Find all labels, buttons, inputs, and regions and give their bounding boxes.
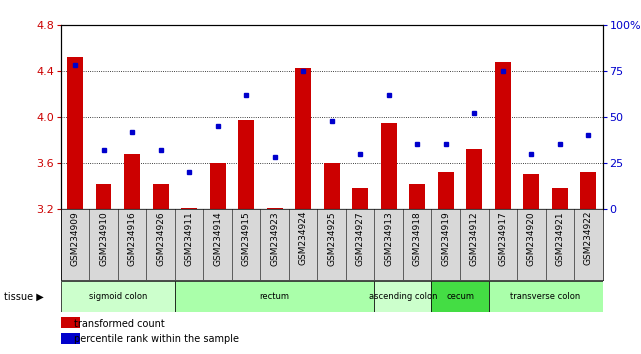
Text: GSM234918: GSM234918: [413, 211, 422, 266]
Bar: [438, 172, 454, 209]
Bar: [61, 333, 80, 344]
Bar: [67, 57, 83, 209]
Bar: [153, 184, 169, 209]
Text: cecum: cecum: [446, 292, 474, 301]
Text: ascending colon: ascending colon: [369, 292, 437, 301]
Bar: [96, 184, 112, 209]
Bar: [374, 281, 431, 312]
Text: GSM234926: GSM234926: [156, 211, 165, 266]
Bar: [238, 120, 254, 209]
Bar: [175, 281, 374, 312]
Text: GSM234912: GSM234912: [470, 211, 479, 266]
Text: GSM234909: GSM234909: [71, 211, 79, 266]
Text: GSM234925: GSM234925: [327, 211, 337, 266]
Bar: [267, 208, 283, 209]
Bar: [353, 188, 368, 209]
Text: GSM234911: GSM234911: [185, 211, 194, 266]
Text: GSM234922: GSM234922: [584, 211, 593, 266]
Text: transformed count: transformed count: [74, 319, 165, 329]
Bar: [524, 175, 539, 209]
Bar: [488, 281, 603, 312]
Bar: [495, 62, 511, 209]
Bar: [467, 149, 482, 209]
Bar: [381, 122, 397, 209]
Text: GSM234923: GSM234923: [271, 211, 279, 266]
Text: GSM234917: GSM234917: [498, 211, 507, 266]
Text: GSM234915: GSM234915: [242, 211, 251, 266]
Bar: [410, 184, 425, 209]
Text: GSM234910: GSM234910: [99, 211, 108, 266]
Bar: [552, 188, 568, 209]
Bar: [61, 317, 80, 329]
Bar: [581, 172, 596, 209]
Text: sigmoid colon: sigmoid colon: [88, 292, 147, 301]
Text: GSM234919: GSM234919: [441, 211, 450, 266]
Text: GSM234921: GSM234921: [555, 211, 564, 266]
Text: GSM234913: GSM234913: [384, 211, 393, 266]
Bar: [431, 281, 488, 312]
Bar: [296, 69, 311, 209]
Bar: [124, 154, 140, 209]
Text: GSM234924: GSM234924: [299, 211, 308, 266]
Text: GSM234916: GSM234916: [128, 211, 137, 266]
Text: percentile rank within the sample: percentile rank within the sample: [74, 334, 240, 344]
Text: GSM234927: GSM234927: [356, 211, 365, 266]
Text: GSM234914: GSM234914: [213, 211, 222, 266]
Text: rectum: rectum: [260, 292, 290, 301]
Bar: [324, 163, 340, 209]
Bar: [210, 163, 226, 209]
Text: transverse colon: transverse colon: [510, 292, 581, 301]
Bar: [181, 208, 197, 209]
Text: tissue ▶: tissue ▶: [4, 291, 44, 302]
Bar: [61, 281, 175, 312]
Text: GSM234920: GSM234920: [527, 211, 536, 266]
